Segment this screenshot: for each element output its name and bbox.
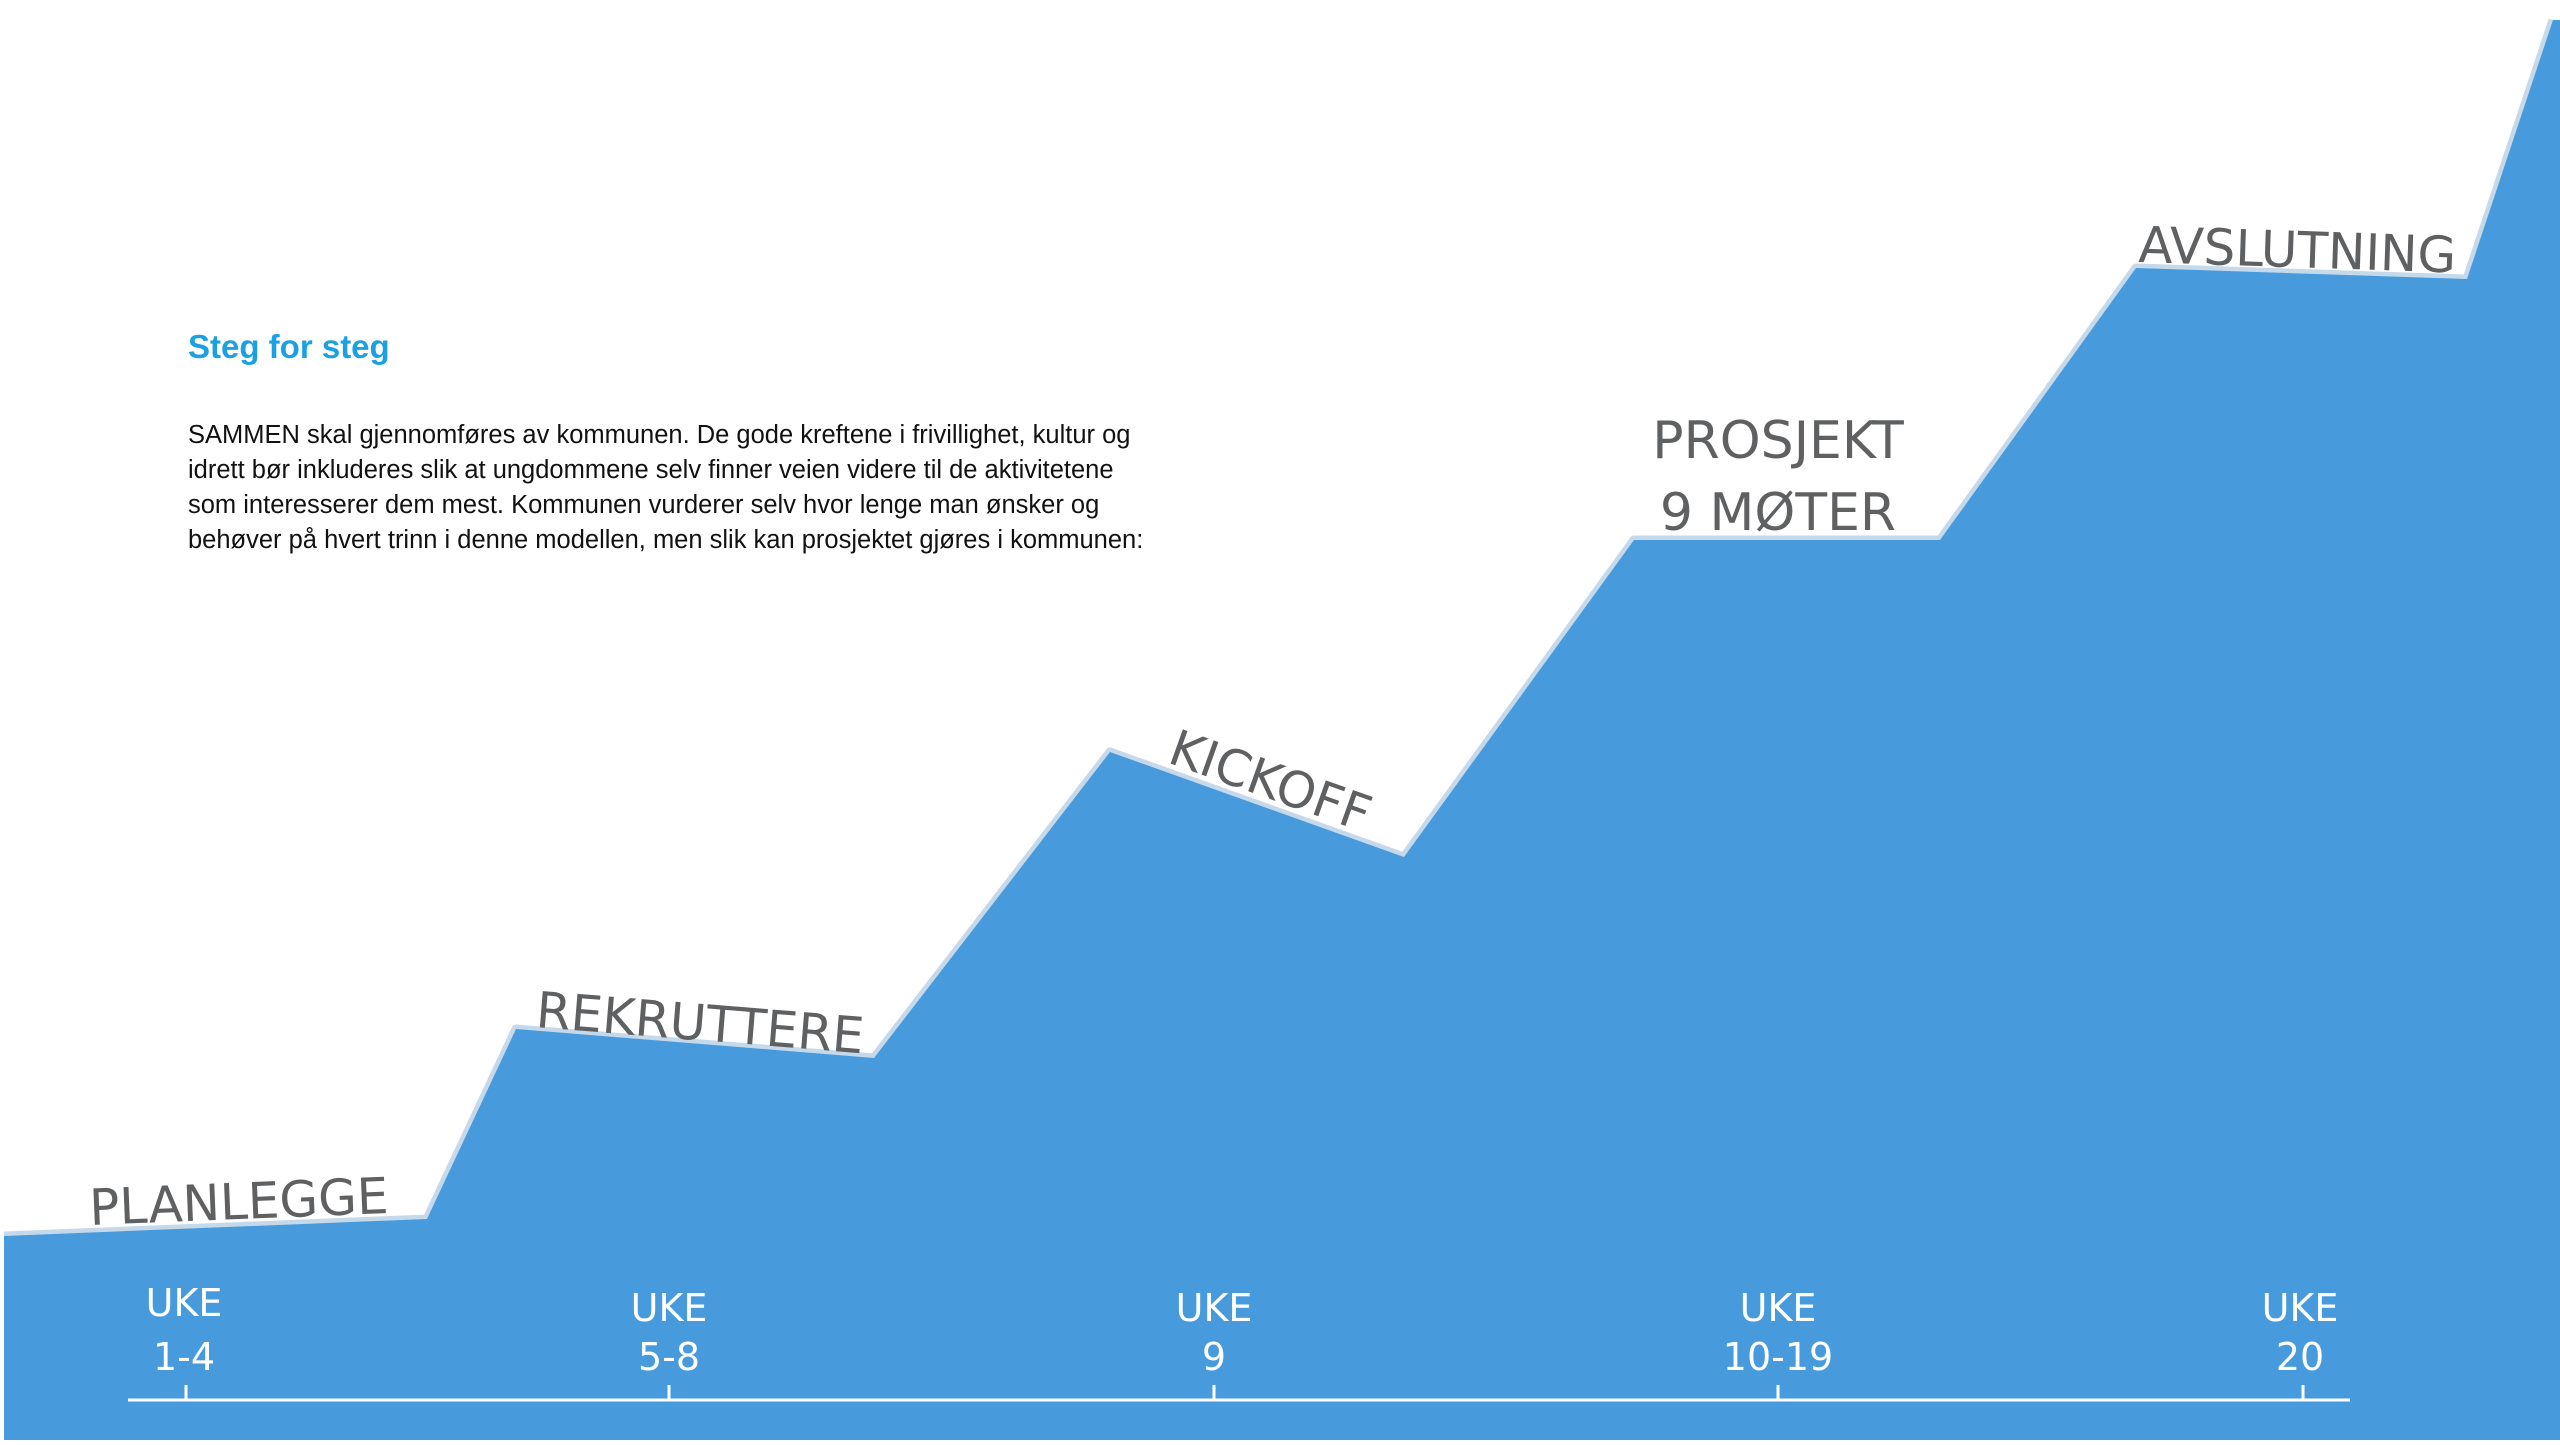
intro-paragraph: SAMMEN skal gjennomføres av kommunen. De…	[188, 421, 1144, 554]
stage-label-moter: 9 MØTER	[1660, 483, 1896, 543]
week-label-range: 1-4	[153, 1335, 215, 1379]
stage-label-prosjekt: PROSJEKT	[1652, 411, 1904, 471]
week-label-uke: UKE	[146, 1281, 223, 1325]
staircase-area	[4, 20, 2560, 1440]
stage-label-planlegge: PLANLEGGE	[88, 1167, 389, 1237]
week-label-uke: UKE	[1176, 1286, 1253, 1330]
week-label-uke: UKE	[1740, 1286, 1817, 1330]
week-label-range: 20	[2276, 1335, 2324, 1379]
week-label-range: 10-19	[1723, 1335, 1833, 1379]
week-label-uke: UKE	[631, 1286, 708, 1330]
week-label-range: 5-8	[638, 1335, 700, 1379]
week-label-uke: UKE	[2262, 1286, 2339, 1330]
week-label-range: 9	[1202, 1335, 1226, 1379]
section-heading: Steg for steg	[188, 328, 390, 365]
stage-label-avslutning: AVSLUTNING	[2138, 216, 2457, 285]
